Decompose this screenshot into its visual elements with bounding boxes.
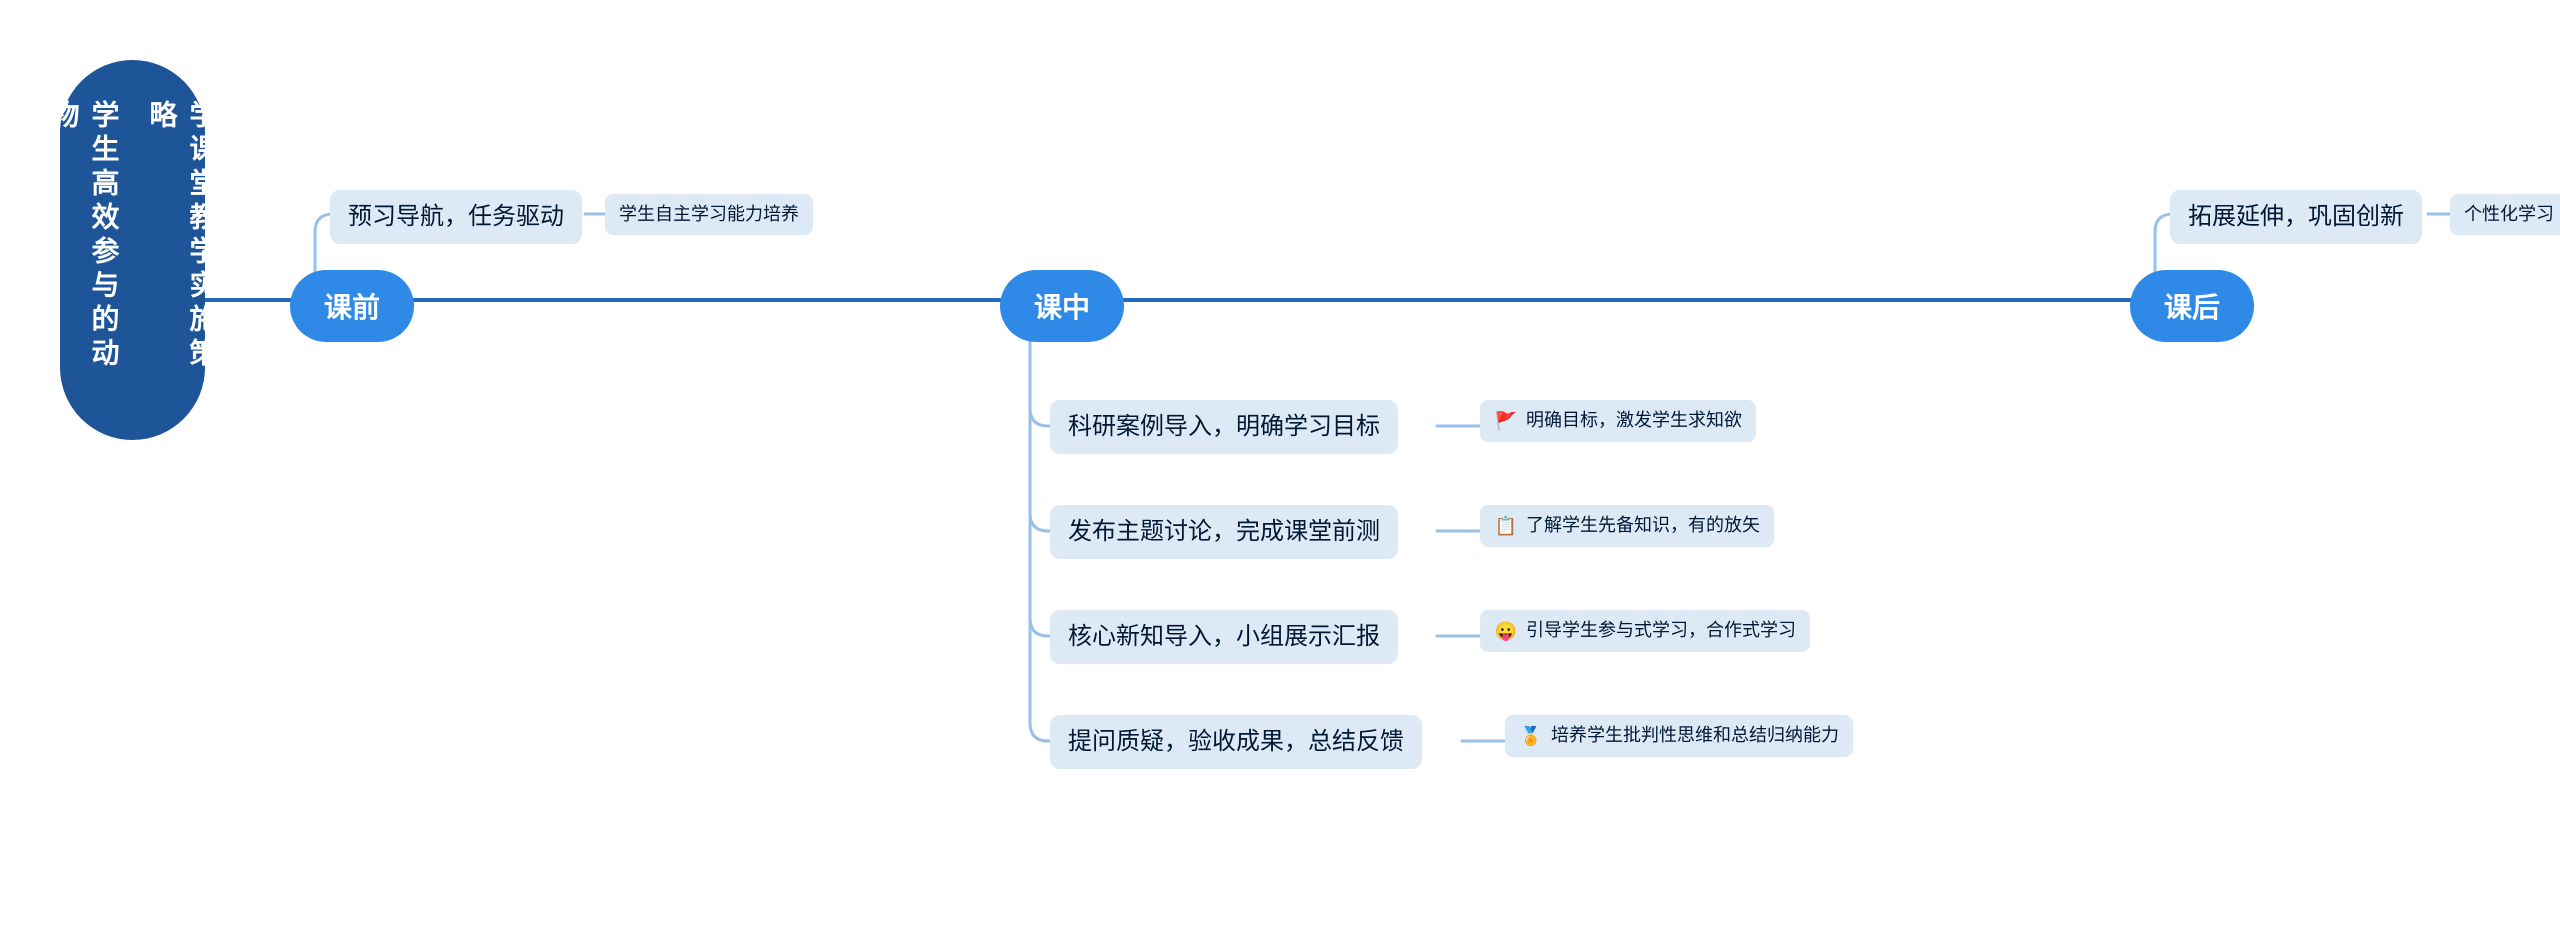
leaf-icon: 🚩 xyxy=(1494,409,1518,434)
leaf-icon: 📋 xyxy=(1494,514,1518,539)
leaf-node: 🚩 明确目标，激发学生求知欲 xyxy=(1480,400,1756,442)
root-line2: 学生高效参与的动物 xyxy=(44,100,124,400)
root-line1: 学课堂教学实施策略 xyxy=(142,100,222,400)
connector xyxy=(1030,332,1050,636)
mindmap-stage: 学课堂教学实施策略 学生高效参与的动物 课前 课中 课后 预习导航，任务驱动 学生自主学… xyxy=(0,0,2560,933)
connector xyxy=(1030,332,1050,426)
branch-node: 核心新知导入，小组展示汇报 xyxy=(1050,610,1398,664)
leaf-node: 学生自主学习能力培养 xyxy=(605,194,813,235)
branch-node: 拓展延伸，巩固创新 xyxy=(2170,190,2422,244)
branch-node: 科研案例导入，明确学习目标 xyxy=(1050,400,1398,454)
branch-node: 发布主题讨论，完成课堂前测 xyxy=(1050,505,1398,559)
leaf-node: 个性化学习 xyxy=(2450,194,2560,235)
connectors-layer xyxy=(0,0,2560,933)
leaf-label: 培养学生批判性思维和总结归纳能力 xyxy=(1551,725,1839,745)
leaf-label: 引导学生参与式学习，合作式学习 xyxy=(1526,620,1796,640)
leaf-node: 🏅 培养学生批判性思维和总结归纳能力 xyxy=(1505,715,1853,757)
root-node: 学课堂教学实施策略 学生高效参与的动物 xyxy=(60,60,205,440)
leaf-node: 😛 引导学生参与式学习，合作式学习 xyxy=(1480,610,1810,652)
connector xyxy=(1030,332,1050,531)
leaf-label: 学生自主学习能力培养 xyxy=(619,204,799,224)
leaf-node: 📋 了解学生先备知识，有的放矢 xyxy=(1480,505,1774,547)
phase-node-mid: 课中 xyxy=(1000,270,1124,342)
leaf-icon: 🏅 xyxy=(1519,724,1543,749)
branch-node: 预习导航，任务驱动 xyxy=(330,190,582,244)
branch-node: 提问质疑，验收成果，总结反馈 xyxy=(1050,715,1422,769)
leaf-icon: 😛 xyxy=(1494,619,1518,644)
leaf-label: 了解学生先备知识，有的放矢 xyxy=(1526,515,1760,535)
leaf-label: 明确目标，激发学生求知欲 xyxy=(1526,410,1742,430)
connector xyxy=(1030,332,1050,741)
phase-node-pre: 课前 xyxy=(290,270,414,342)
phase-node-post: 课后 xyxy=(2130,270,2254,342)
leaf-label: 个性化学习 xyxy=(2464,204,2554,224)
